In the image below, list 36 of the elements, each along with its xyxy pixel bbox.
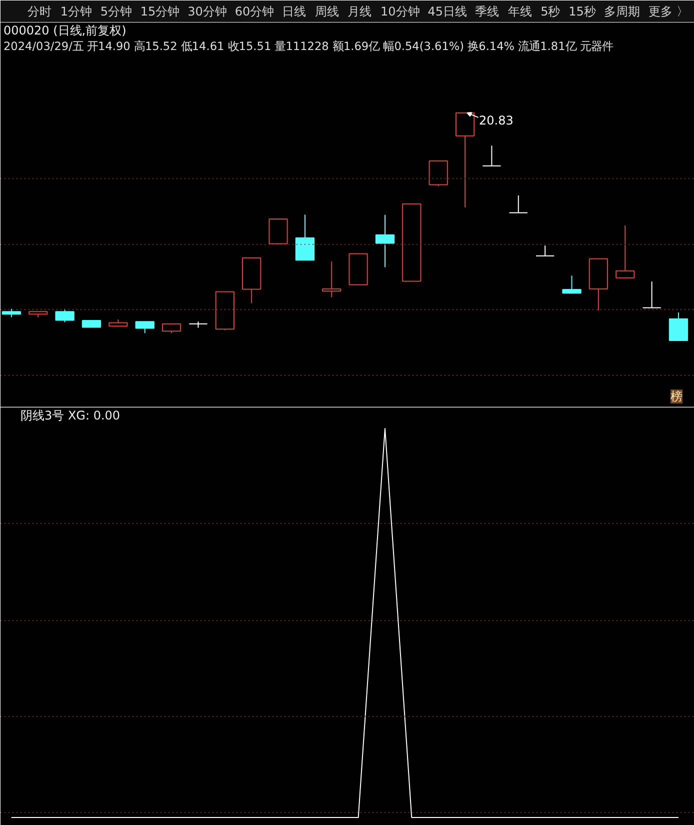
text: 周线 (314, 4, 339, 18)
text: 年线 (508, 4, 532, 18)
text: 1分钟 (60, 4, 92, 18)
text: 日线 (282, 4, 306, 18)
chart-subtitle: 2024/03/29/五 开14.90 高15.52 低14.61 收15.51 量111228 额1.69亿 幅0.54(3.61%) 换6.14% 流通1.81亿 元器件 (4, 40, 613, 53)
candlestick (375, 214, 395, 268)
text: 更多 〉 (648, 4, 688, 18)
candlestick (562, 275, 582, 294)
candlestick (162, 323, 182, 334)
text: 45日线 (428, 4, 468, 18)
text: 月线 (348, 4, 372, 18)
text: 5秒 (540, 4, 560, 18)
text: 15秒 (568, 4, 596, 18)
candlestick (616, 225, 635, 278)
text: 30分钟 (188, 4, 227, 18)
candlestick (428, 160, 448, 187)
text: 15分钟 (140, 4, 180, 18)
text: 季线 (474, 4, 499, 18)
chart-title: 000020 (日线,前复权) (4, 24, 126, 38)
chart-title: 阴线3号 XG: 0.00 (20, 408, 120, 422)
text: 5分钟 (100, 4, 132, 18)
candlestick (536, 245, 555, 256)
candlestick (508, 194, 528, 214)
candlestick (295, 214, 315, 261)
candlestick (642, 281, 662, 308)
text: 多周期 (604, 4, 640, 18)
text: 分时 (28, 4, 52, 18)
candlestick (135, 321, 154, 334)
text: 60分钟 (234, 4, 274, 18)
candlestick (55, 308, 74, 323)
candlestick (482, 145, 502, 166)
candlestick (668, 312, 688, 341)
text: 10分钟 (380, 4, 420, 18)
text: 榜 (670, 390, 682, 404)
annotation: 20.83 (479, 113, 514, 128)
candlestick (322, 261, 342, 298)
